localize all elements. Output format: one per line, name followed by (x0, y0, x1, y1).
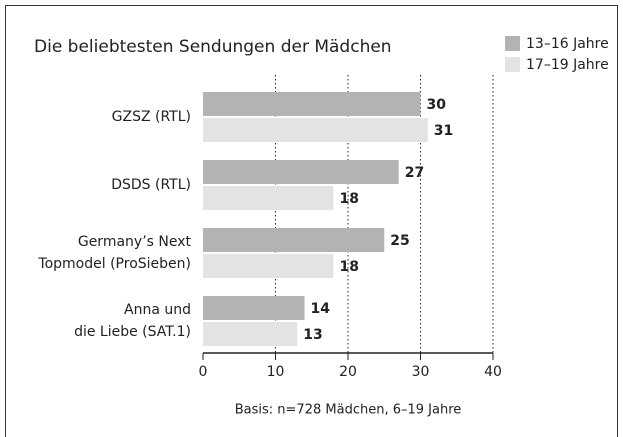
y-tick-label: GZSZ (RTL) (111, 109, 191, 125)
legend-swatch (505, 57, 520, 72)
y-tick-label: Anna und die Liebe (SAT.1) (74, 302, 191, 340)
bar (203, 228, 385, 252)
value-label: 25 (390, 233, 409, 249)
legend-swatch (505, 36, 520, 51)
value-label: 14 (311, 301, 331, 317)
x-tick-label: 20 (339, 364, 357, 380)
x-tick-label: 0 (199, 364, 208, 380)
value-label: 18 (340, 259, 359, 275)
chart-title: Die beliebtesten Sendungen der Mädchen (34, 37, 392, 57)
value-label: 13 (303, 327, 322, 343)
bar (203, 186, 334, 210)
x-tick-label: 10 (267, 364, 285, 380)
frame (5, 5, 618, 437)
value-label: 30 (427, 97, 447, 113)
bar (203, 322, 298, 346)
value-label: 31 (434, 123, 453, 139)
y-tick-label: DSDS (RTL) (111, 177, 191, 193)
note: Basis: n=728 Mädchen, 6–19 Jahre (235, 403, 462, 418)
legend-label: 13–16 Jahre (526, 36, 609, 52)
value-label: 18 (340, 191, 359, 207)
bar (203, 118, 428, 142)
bar (203, 160, 399, 184)
y-tick-label: Germany’s Next Topmodel (ProSieben) (38, 234, 191, 272)
bar (203, 254, 334, 278)
bar (203, 296, 305, 320)
x-tick-label: 40 (484, 364, 502, 380)
legend-label: 17–19 Jahre (526, 57, 609, 73)
bar (203, 92, 421, 116)
value-label: 27 (405, 165, 424, 181)
x-tick-label: 30 (412, 364, 430, 380)
